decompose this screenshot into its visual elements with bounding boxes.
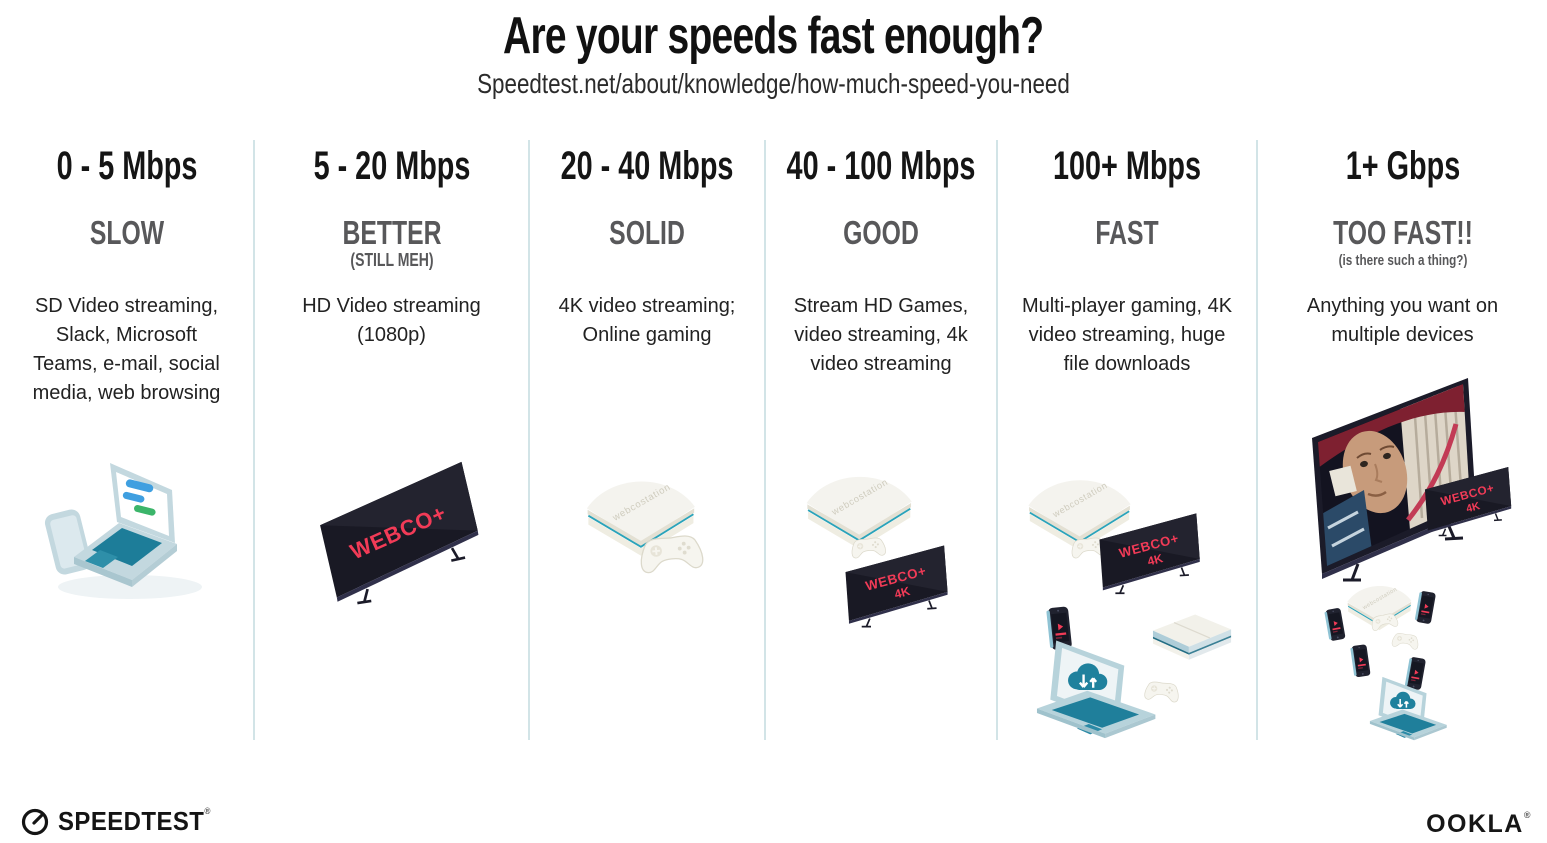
rating-label: SLOW: [89, 214, 164, 251]
rating-label: TOO FAST!!: [1332, 214, 1473, 251]
tv-4k-label: 4K: [1146, 551, 1165, 569]
speedtest-gauge-icon: [21, 808, 49, 835]
header: Are your speeds fast enough? Speedtest.n…: [0, 6, 1547, 100]
column-0-5-mbps: 0 - 5 Mbps SLOW SD Video streaming, Slac…: [0, 140, 255, 740]
rating-label: BETTER: [342, 214, 441, 251]
rating-label: GOOD: [843, 214, 919, 251]
ookla-wordmark: OOKLA: [1426, 810, 1524, 838]
many-devices-icon: webcostation WEBCO+ 4K: [1027, 479, 1232, 740]
speed-range: 1+ Gbps: [1345, 144, 1460, 188]
column-20-40-mbps: 20 - 40 Mbps SOLID 4K video streaming; O…: [530, 140, 766, 740]
phone-video-icon: [1350, 644, 1371, 678]
speedtest-logo: SPEEDTEST®: [20, 806, 224, 837]
phone-video-icon: [1404, 656, 1427, 691]
tv-4k-icon: WEBCO+ 4K: [1424, 466, 1512, 537]
tv-4k-icon: WEBCO+ 4K: [1098, 512, 1201, 595]
speed-range: 40 - 100 Mbps: [786, 144, 976, 188]
illustration-tv: WEBCO+: [305, 445, 500, 640]
column-100-plus-mbps: 100+ Mbps FAST Multi-player gaming, 4K v…: [998, 140, 1258, 740]
column-5-20-mbps: 5 - 20 Mbps BETTER (STILL MEH) HD Video …: [255, 140, 530, 740]
game-console-icon: webcostation: [805, 475, 913, 550]
game-console-icon: webcostation: [585, 480, 696, 557]
illustration-everything: WEBCO+ 4K webcostation: [1272, 368, 1547, 783]
use-cases: SD Video streaming, Slack, Microsoft Tea…: [32, 295, 221, 404]
column-1-plus-gbps: 1+ Gbps TOO FAST!! (is there such a thin…: [1258, 140, 1547, 742]
use-cases: Multi-player gaming, 4K video streaming,…: [1021, 295, 1233, 375]
game-console-icon: webcostation: [1346, 585, 1413, 631]
laptop-icon: [74, 463, 177, 587]
tv-icon: WEBCO+: [312, 459, 488, 609]
console-tv-4k-icon: webcostation WEBCO+ 4K: [805, 475, 949, 628]
speed-range: 0 - 5 Mbps: [56, 144, 197, 188]
console-controller-icon: webcostation: [585, 480, 705, 575]
ookla-logo: OOKLA®: [1426, 810, 1532, 839]
illustration-console-tv-4k: webcostation WEBCO+ 4K: [784, 438, 999, 688]
page-title: Are your speeds fast enough?: [503, 7, 1044, 65]
laptop-phone-icon: [44, 463, 202, 599]
illustration-console-controller: webcostation: [560, 440, 750, 635]
use-cases: 4K video streaming; Online gaming: [558, 295, 736, 346]
use-cases: Anything you want on multiple devices: [1306, 295, 1499, 346]
tv-4k-label: 4K: [1465, 500, 1482, 515]
rating-note: (STILL MEH): [349, 250, 434, 270]
registered-mark: ®: [204, 806, 211, 816]
rating-label: FAST: [1095, 214, 1159, 251]
page-subtitle: Speedtest.net/about/knowledge/how-much-s…: [477, 68, 1070, 99]
controller-icon: [1143, 680, 1181, 703]
tv-4k-icon: WEBCO+ 4K: [844, 544, 949, 628]
speed-columns: 0 - 5 Mbps SLOW SD Video streaming, Slac…: [0, 140, 1547, 742]
illustration-laptop-phone: [22, 435, 222, 625]
speedtest-wordmark: SPEEDTEST®: [58, 806, 211, 836]
rating-label: SOLID: [609, 214, 685, 251]
rating-note: (is there such a thing?): [1338, 252, 1467, 269]
speed-range: 5 - 20 Mbps: [313, 144, 470, 188]
controller-icon: [1391, 631, 1420, 651]
column-40-100-mbps: 40 - 100 Mbps GOOD Stream HD Games, vide…: [766, 140, 998, 740]
illustration-many-devices: webcostation WEBCO+ 4K: [1006, 438, 1256, 783]
use-cases: Stream HD Games, video streaming, 4k vid…: [793, 295, 969, 375]
registered-mark: ®: [1523, 810, 1532, 820]
laptop-cloud-icon: [1035, 639, 1157, 740]
use-cases: HD Video streaming (1080p): [302, 295, 481, 346]
everything-icon: WEBCO+ 4K webcostation: [1312, 378, 1512, 742]
chat-bubbles: [122, 479, 156, 516]
speed-range: 20 - 40 Mbps: [560, 144, 734, 188]
ps4-console-icon: [1152, 613, 1232, 661]
speed-range: 100+ Mbps: [1052, 144, 1202, 188]
large-tv-astronaut-icon: [1312, 378, 1476, 582]
phone-video-icon: [1324, 607, 1346, 642]
phone-video-icon: [1414, 590, 1437, 625]
game-console-icon: webcostation: [1027, 479, 1132, 552]
tv-4k-label: 4K: [893, 584, 912, 602]
